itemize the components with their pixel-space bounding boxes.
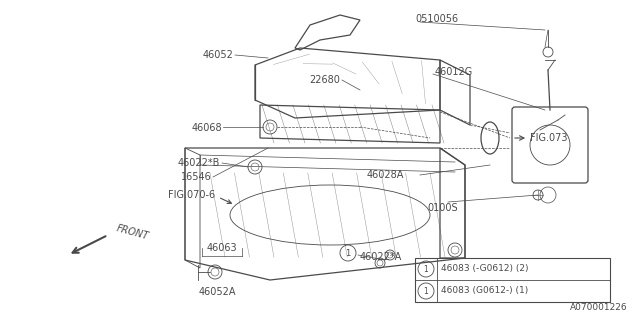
Text: 0510056: 0510056 bbox=[415, 14, 458, 24]
Text: 46052A: 46052A bbox=[198, 287, 236, 297]
Text: 46083 (-G0612) (2): 46083 (-G0612) (2) bbox=[441, 265, 529, 274]
Text: 1: 1 bbox=[346, 249, 351, 258]
Text: 46063: 46063 bbox=[207, 243, 237, 253]
Text: 46022*B: 46022*B bbox=[178, 158, 220, 168]
Text: 0100S: 0100S bbox=[428, 203, 458, 213]
Text: 46052: 46052 bbox=[202, 50, 233, 60]
Text: FRONT: FRONT bbox=[115, 223, 150, 241]
Text: 46083 (G0612-) (1): 46083 (G0612-) (1) bbox=[441, 286, 528, 295]
Text: A070001226: A070001226 bbox=[570, 303, 628, 312]
Text: 46068: 46068 bbox=[191, 123, 222, 133]
Text: 46028A: 46028A bbox=[366, 170, 404, 180]
Text: 46022*A: 46022*A bbox=[360, 252, 403, 262]
Text: 46012G: 46012G bbox=[435, 67, 473, 77]
Text: 22680: 22680 bbox=[309, 75, 340, 85]
Text: FIG.073: FIG.073 bbox=[530, 133, 568, 143]
Text: FIG.070-6: FIG.070-6 bbox=[168, 190, 215, 200]
Text: 1: 1 bbox=[424, 286, 428, 295]
Text: 1: 1 bbox=[424, 265, 428, 274]
Text: 16546: 16546 bbox=[181, 172, 212, 182]
